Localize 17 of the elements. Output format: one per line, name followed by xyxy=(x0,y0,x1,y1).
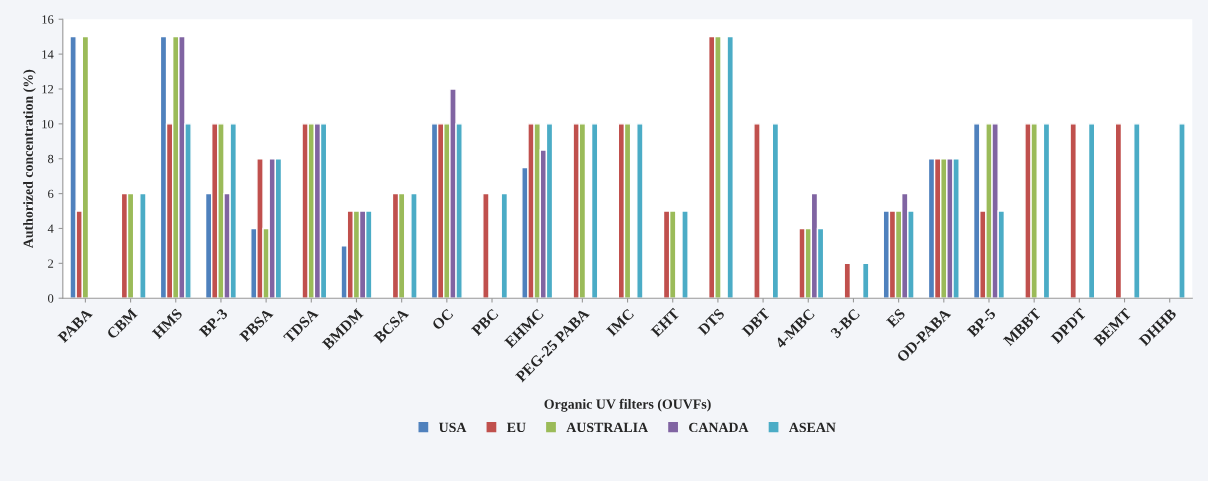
y-tick-label: 2 xyxy=(48,259,54,268)
y-tick-label: 10 xyxy=(42,119,54,129)
y-tick-label: 12 xyxy=(42,85,54,94)
legend-label: CANADA xyxy=(689,422,749,433)
y-tick-label: 6 xyxy=(48,189,54,199)
y-axis-title: Authorized concentration (%) xyxy=(23,69,36,249)
y-tick-label: 8 xyxy=(48,154,54,164)
x-axis-title: Organic UV filters (OUVFs) xyxy=(544,398,711,412)
y-tick-label: 4 xyxy=(47,224,54,233)
legend-label: USA xyxy=(438,422,467,433)
x-tick-label: OC xyxy=(431,308,454,331)
legend-label: EU xyxy=(506,422,526,433)
legend-label: ASEAN xyxy=(788,422,836,433)
legend-label: AUSTRALIA xyxy=(566,422,648,433)
y-tick-label: 14 xyxy=(42,50,54,59)
y-tick-label: 16 xyxy=(42,15,54,24)
y-tick-label: 0 xyxy=(48,294,54,303)
